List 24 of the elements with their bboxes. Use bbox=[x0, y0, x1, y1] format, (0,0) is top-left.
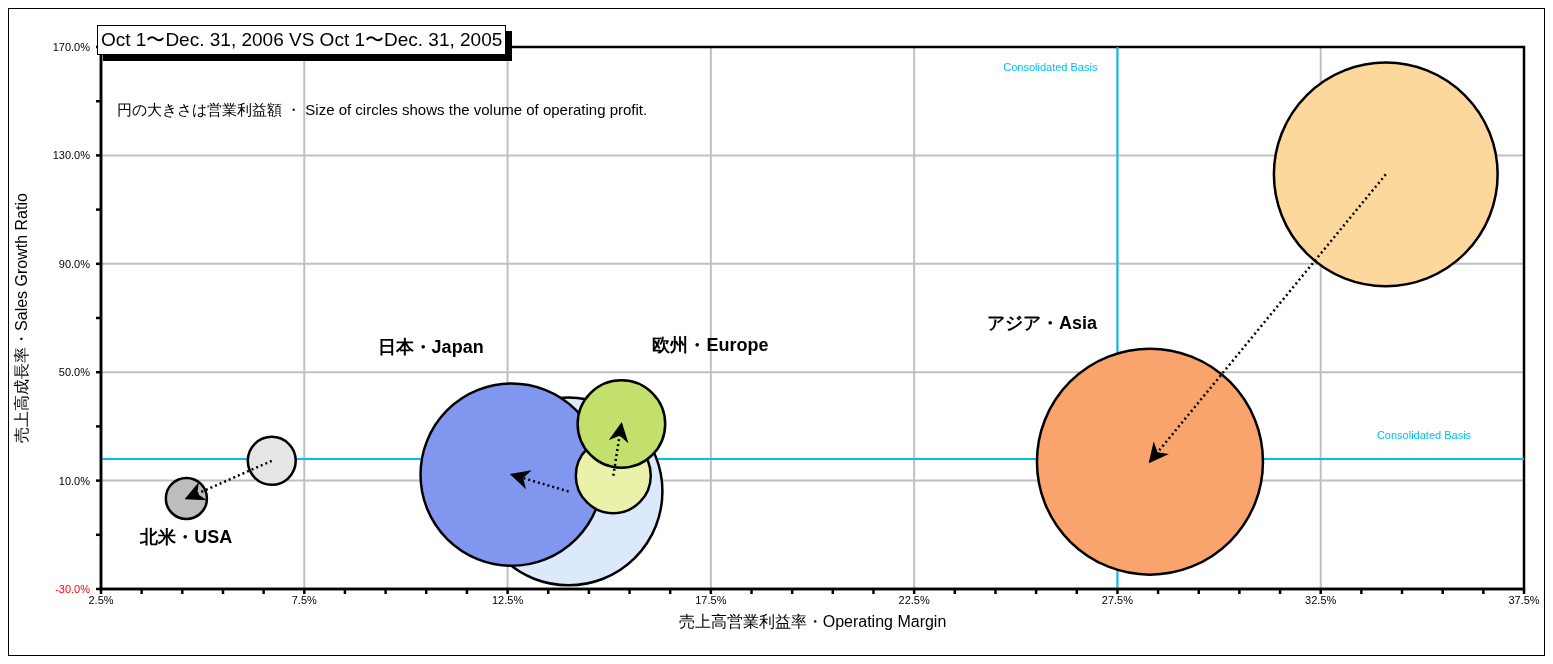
ref-line-label: Consolidated Basis bbox=[1003, 61, 1098, 73]
x-tick-label: 27.5% bbox=[1101, 593, 1134, 606]
x-tick-label: 2.5% bbox=[88, 593, 114, 606]
y-tick-label: 130.0% bbox=[52, 149, 91, 162]
x-tick-label: 17.5% bbox=[695, 593, 727, 606]
chart-title: Oct 1〜Dec. 31, 2006 VS Oct 1〜Dec. 31, 2005 bbox=[97, 25, 507, 55]
y-axis-title: 売上高成長率・Sales Growth Ratio bbox=[12, 192, 30, 443]
x-tick-label: 22.5% bbox=[898, 593, 930, 606]
x-tick-label: 7.5% bbox=[291, 593, 318, 606]
annotation: 北米・USA bbox=[139, 527, 233, 548]
y-tick-label: 50.0% bbox=[58, 366, 91, 379]
annotation: 日本・Japan bbox=[377, 337, 484, 358]
x-tick-label: 32.5% bbox=[1305, 593, 1337, 606]
x-tick-label: 37.5% bbox=[1508, 593, 1540, 606]
y-tick-label: 90.0% bbox=[58, 257, 91, 270]
y-tick-label: 10.0% bbox=[58, 474, 91, 487]
ref-line-label: Consolidated Basis bbox=[1376, 428, 1472, 441]
annotation: アジア・Asia bbox=[986, 313, 1098, 334]
x-tick-label: 12.5% bbox=[491, 593, 524, 606]
x-axis-title: 売上高営業利益率・Operating Margin bbox=[678, 613, 947, 630]
text: 円の大きさは営業利益額 ・ Size of circles shows the volume of operating profit. bbox=[117, 101, 648, 120]
annotation: 欧州・Europe bbox=[652, 334, 769, 355]
y-tick-label: -30.0% bbox=[55, 583, 91, 595]
y-tick-label: 170.0% bbox=[52, 41, 91, 53]
